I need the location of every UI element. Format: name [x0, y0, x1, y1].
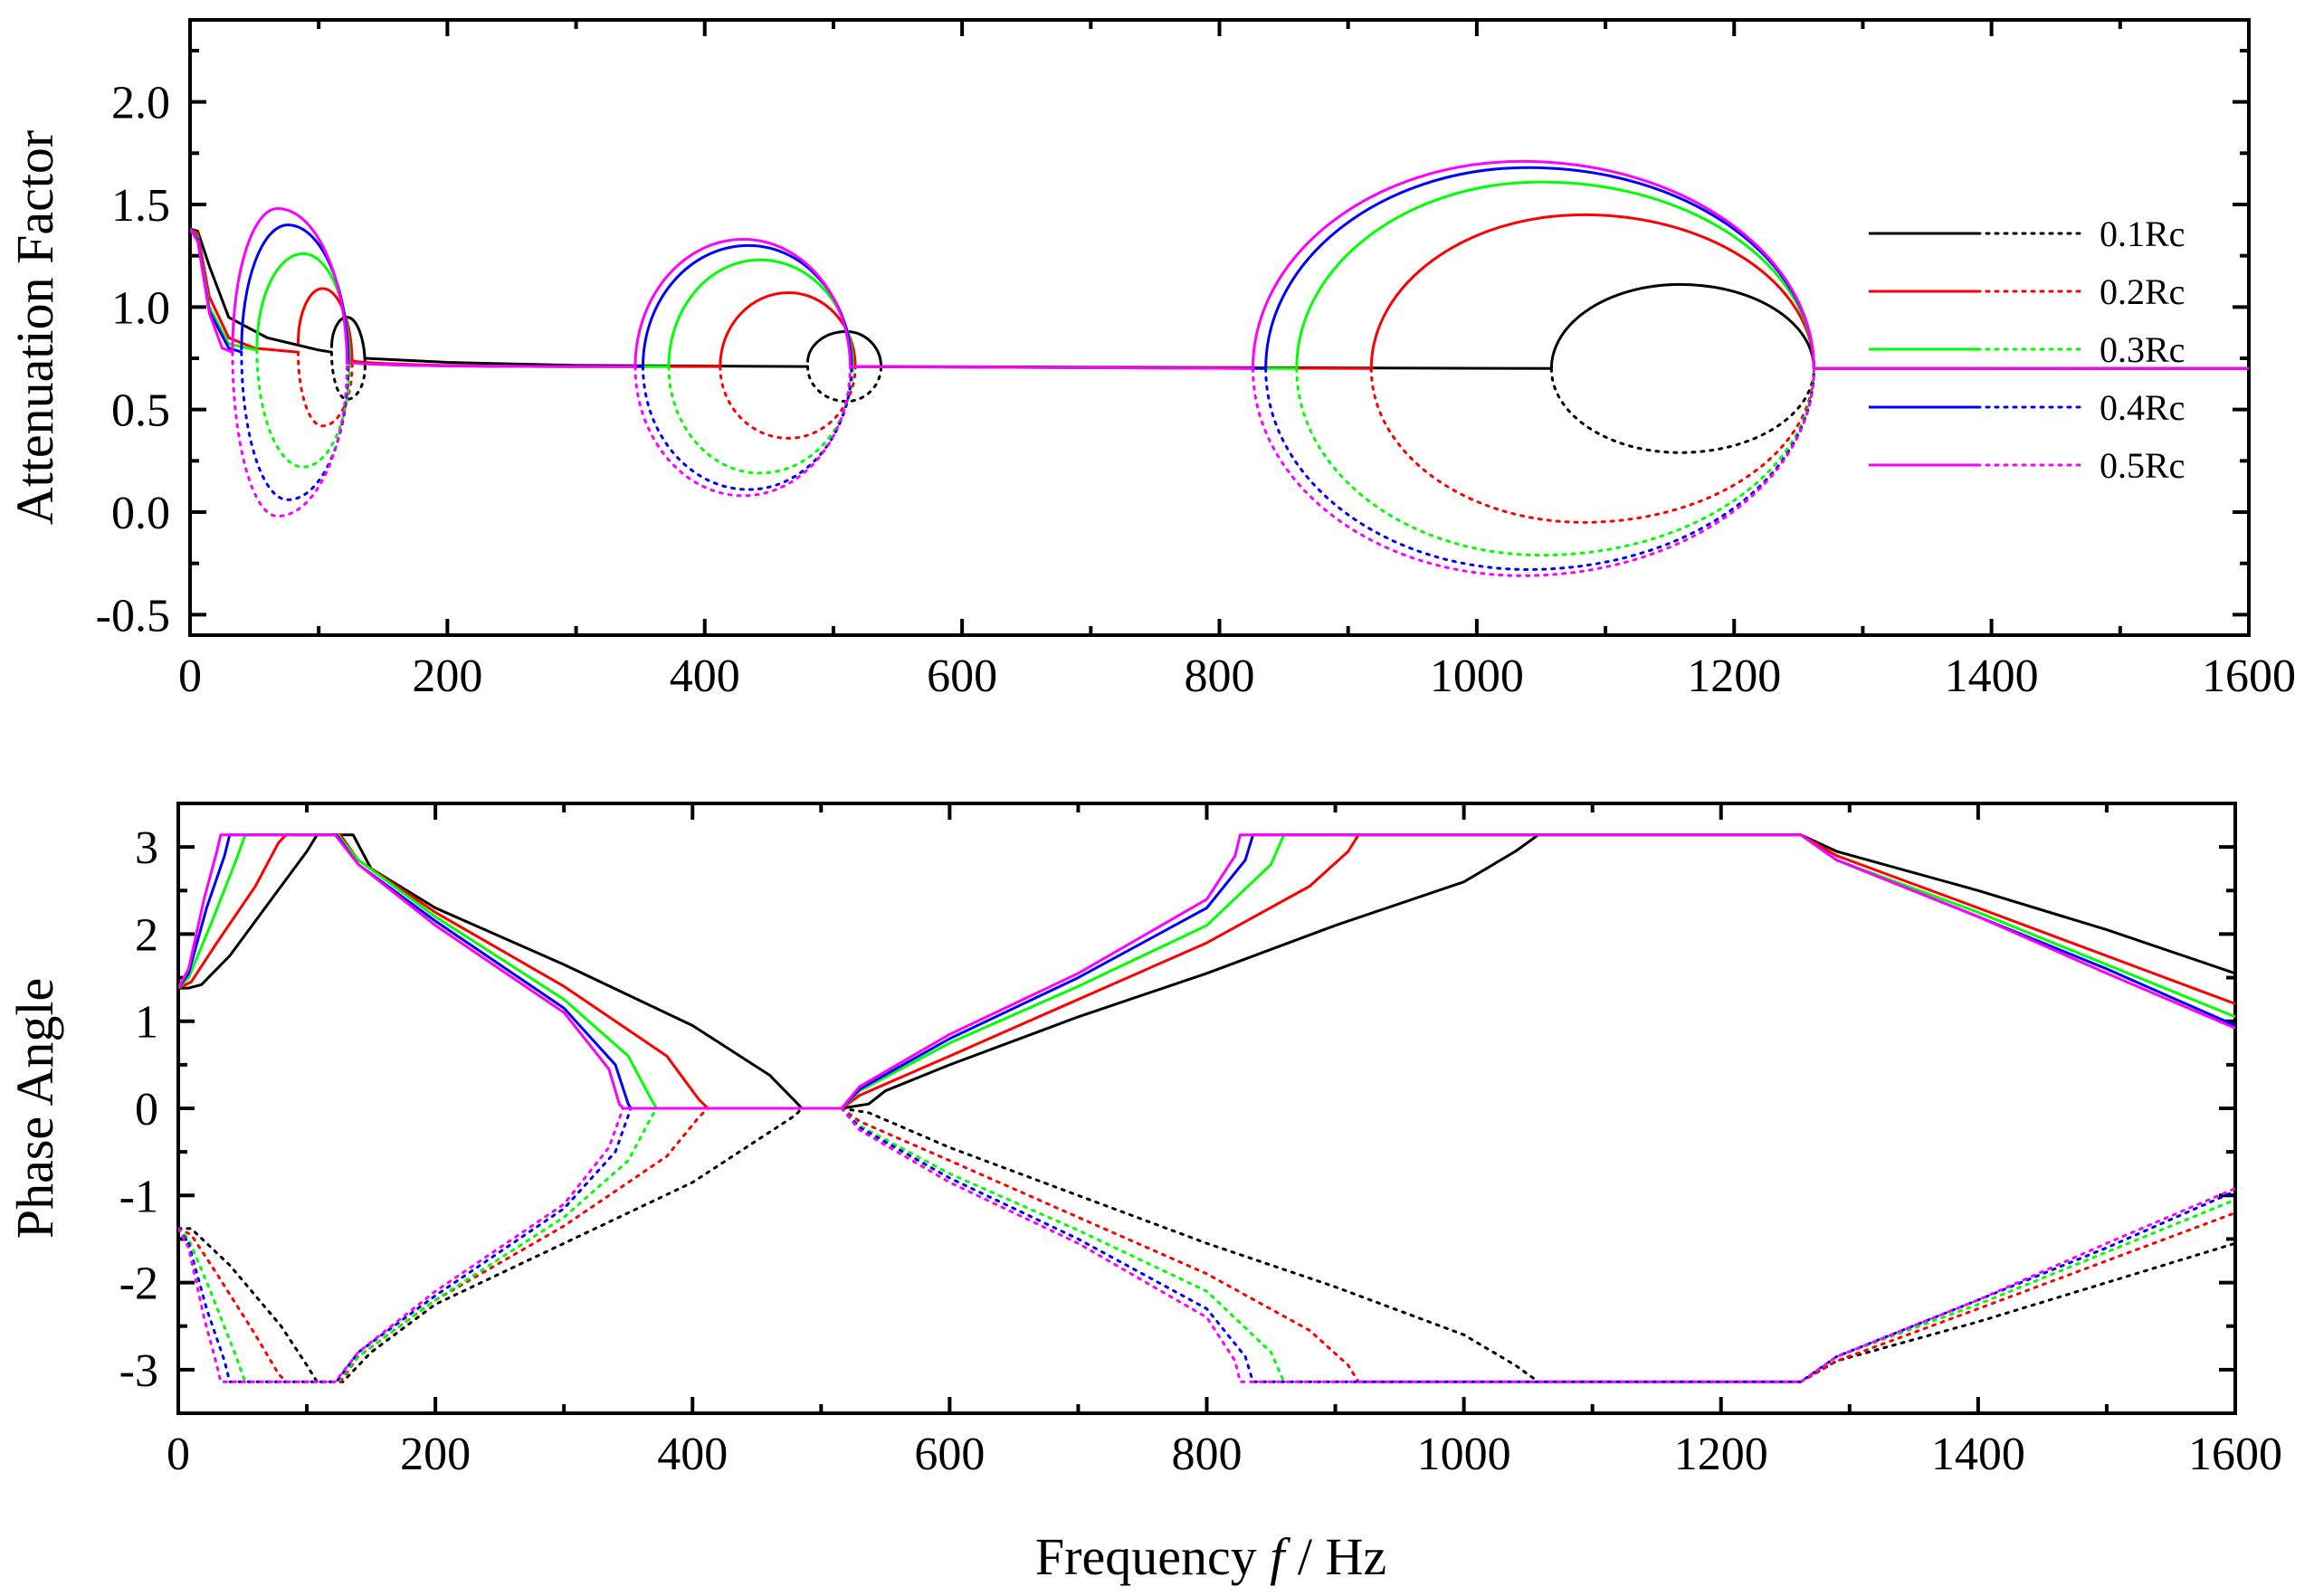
- y-tick-label: 3: [135, 822, 158, 874]
- series-0p2rc-solid-band3: [1369, 213, 1815, 369]
- x-tick-label: 1600: [2188, 1429, 2282, 1480]
- x-tick-label: 800: [1172, 1429, 1243, 1480]
- y-axis-label: Attenuation Factor: [5, 130, 64, 526]
- x-tick-label: 1200: [1687, 651, 1781, 702]
- series-0p5rc-solid-lowfreq: [190, 228, 233, 354]
- plot-frame: [188, 18, 2251, 637]
- x-tick-label: 200: [400, 1429, 471, 1480]
- series-0p1rc-dotted-band2: [806, 365, 883, 404]
- y-tick-label: 1: [135, 997, 158, 1049]
- series-0p5rc-dotted-band2: [633, 365, 852, 498]
- x-tick-label: 200: [412, 651, 482, 702]
- y-tick-label: 2: [135, 909, 158, 961]
- y-tick-label: 2.0: [111, 78, 170, 129]
- series-0p5rc-solid-band2: [633, 238, 852, 367]
- y-tick-label: -3: [119, 1345, 158, 1397]
- series-0p2rc-dotted-band3: [1369, 366, 1815, 524]
- series-0p5rc-dotted-0: [178, 1107, 624, 1383]
- y-axis-label: Phase Angle: [5, 978, 64, 1239]
- series-0p5rc-solid-band1: [231, 207, 348, 365]
- series-0p4rc-dotted-band2: [642, 365, 853, 491]
- series-0p4rc-solid-band3: [1264, 166, 1815, 369]
- y-tick-label: 0: [135, 1084, 158, 1135]
- x-tick-label: 400: [657, 1429, 728, 1480]
- x-axis-label: Frequency f / Hz: [1035, 1527, 1386, 1586]
- series-0p1rc-solid-band3: [1549, 282, 1815, 369]
- series-0p3rc-solid-band2: [667, 258, 854, 367]
- legend-label: 0.4Rc: [2100, 387, 2185, 428]
- x-tick-label: 800: [1185, 651, 1255, 702]
- legend-label: 0.1Rc: [2100, 214, 2185, 254]
- series-0p3rc-dotted-band2: [667, 365, 854, 475]
- x-tick-label: 0: [178, 651, 202, 702]
- x-tick-label: 600: [927, 651, 997, 702]
- y-tick-label: -1: [119, 1171, 158, 1222]
- x-tick-label: 1400: [1945, 651, 2039, 702]
- series-0p2rc-dotted-0: [178, 1107, 709, 1383]
- y-tick-label: -2: [119, 1259, 158, 1310]
- x-axis-label-suffix: / Hz: [1284, 1527, 1386, 1586]
- legend-label: 0.5Rc: [2100, 445, 2185, 486]
- legend-label: 0.3Rc: [2100, 329, 2185, 370]
- series-0p5rc-solid-0: [178, 833, 2235, 1110]
- y-tick-label: -0.5: [96, 590, 170, 641]
- series-0p4rc-dotted-band1: [240, 350, 350, 501]
- series-0p1rc-solid-0: [178, 833, 2235, 1110]
- series-0p1rc-dotted-0: [178, 1107, 804, 1383]
- series-0p2rc-solid-band1: [296, 287, 354, 365]
- series-0p1rc-dotted-band3: [1549, 366, 1815, 454]
- x-tick-label: 0: [167, 1429, 190, 1480]
- series-0p1rc-solid-lowfreq: [190, 227, 332, 354]
- series-0p2rc-solid-lowfreq: [190, 227, 299, 354]
- series-0p4rc-dotted-band3: [1264, 366, 1815, 571]
- y-tick-label: 0.0: [111, 488, 170, 539]
- series-0p5rc-dotted-band3: [1251, 366, 1815, 577]
- series-0p2rc-dotted-1: [840, 1107, 2235, 1383]
- x-tick-label: 1200: [1674, 1429, 1768, 1480]
- y-tick-label: 1.5: [111, 180, 170, 232]
- series-0p5rc-solid-band3: [1251, 159, 1815, 369]
- x-tick-label: 600: [914, 1429, 985, 1480]
- series-0p1rc-dotted-band1: [329, 350, 367, 401]
- x-tick-label: 1600: [2202, 651, 2296, 702]
- y-tick-label: 0.5: [111, 385, 170, 437]
- y-tick-label: 1.0: [111, 282, 170, 334]
- series-0p5rc-solid-tail1: [345, 361, 635, 368]
- series-0p4rc-dotted-0: [178, 1107, 633, 1383]
- legend-label: 0.2Rc: [2100, 271, 2185, 312]
- series-0p4rc-dotted-1: [840, 1107, 2235, 1383]
- x-tick-label: 400: [670, 651, 740, 702]
- series-0p3rc-solid-band3: [1295, 180, 1815, 369]
- attenuation-chart: 0 200 400 600 800 1000 1200 1400 1600 -0.5 0.0 0.5 1…: [5, 18, 2296, 702]
- series-0p3rc-dotted-0: [178, 1107, 658, 1383]
- series-0p3rc-dotted-band3: [1295, 366, 1815, 557]
- series-0p5rc-solid-tail2: [850, 365, 1253, 370]
- legend: 0.1Rc 0.2Rc 0.3Rc 0.4Rc 0.5Rc: [1869, 214, 2185, 486]
- series-0p3rc-dotted-1: [840, 1107, 2235, 1383]
- series-0p1rc-dotted-1: [840, 1107, 2235, 1383]
- series-0p5rc-dotted-1: [840, 1107, 2235, 1383]
- x-tick-label: 1000: [1430, 651, 1524, 702]
- x-tick-label: 1400: [1931, 1429, 2025, 1480]
- phase-chart: 0 200 400 600 800 1000 1200 1400 1600 -3 -2 -1 0 1 2 3 P…: [5, 802, 2282, 1480]
- series-0p2rc-dotted-band2: [719, 365, 857, 440]
- series-0p1rc-solid-band2: [806, 330, 883, 367]
- x-axis-label-prefix: Frequency: [1035, 1527, 1270, 1586]
- x-tick-label: 1000: [1417, 1429, 1511, 1480]
